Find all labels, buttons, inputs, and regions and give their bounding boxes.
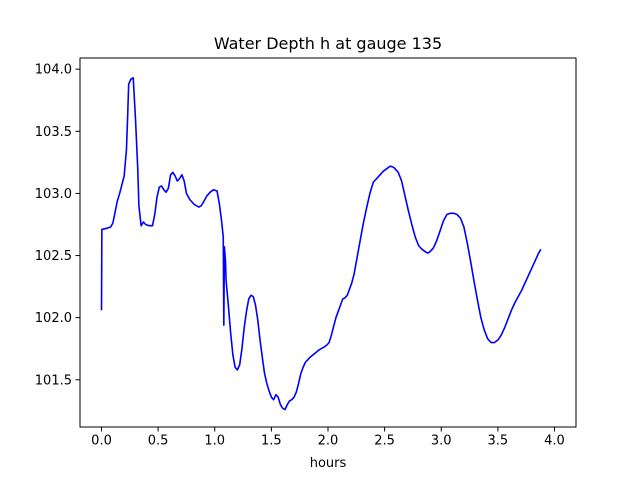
y-tick-label: 102.5 [35,249,72,264]
x-tick-label: 4.0 [544,434,565,449]
y-tick-label: 103.0 [35,187,72,202]
x-tick-label: 2.0 [318,434,339,449]
chart-title: Water Depth h at gauge 135 [214,34,442,53]
x-tick-label: 0.5 [148,434,169,449]
x-tick-label: 3.5 [488,434,509,449]
x-axis-label: hours [310,456,347,471]
axes: 0.0 0.5 1.0 1.5 2.0 2.5 3.0 3.5 4.0 101.5 102.0 102… [35,57,577,449]
y-tick-label: 101.5 [35,373,72,388]
plot-area [100,77,542,411]
x-tick-label: 1.5 [261,434,282,449]
x-tick-label: 0.0 [91,434,112,449]
x-tick-label: 3.0 [431,434,452,449]
y-tick-label: 104.0 [35,63,72,78]
x-tick-label: 2.5 [374,434,395,449]
y-tick-label: 103.5 [35,125,72,140]
x-tick-label: 1.0 [204,434,225,449]
series-line-1 [100,77,542,411]
y-tick-label: 102.0 [35,311,72,326]
